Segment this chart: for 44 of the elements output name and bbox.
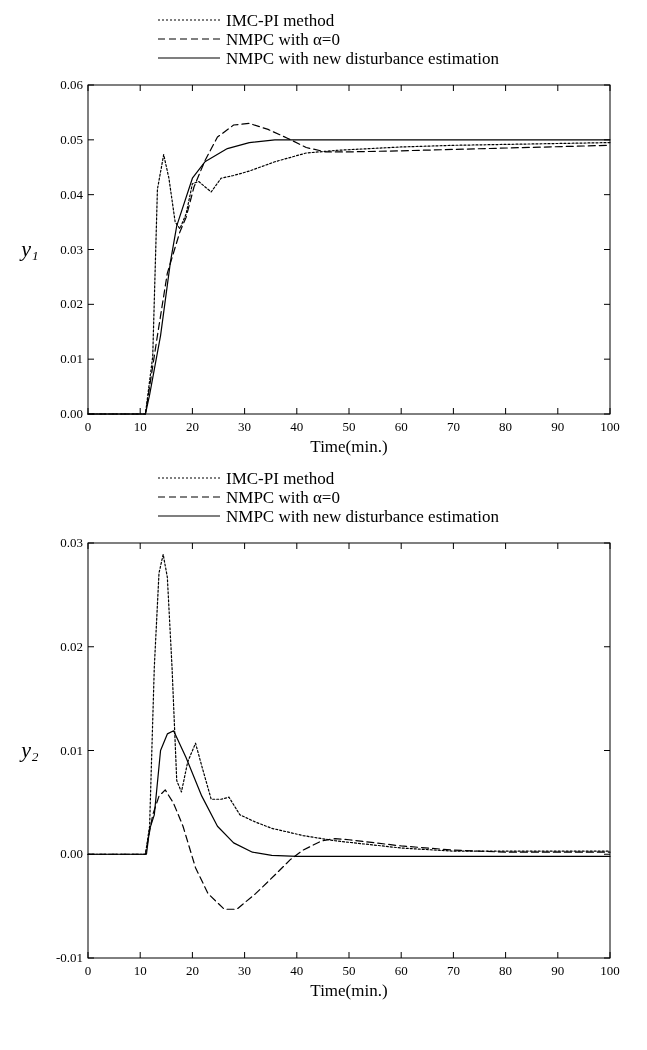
- y-axis-title: y₂: [19, 736, 40, 762]
- x-tick-label: 0: [84, 419, 92, 434]
- legend-label: NMPC with α=0: [226, 488, 340, 507]
- x-tick-label: 10: [133, 963, 147, 978]
- x-tick-label: 40: [290, 419, 304, 434]
- x-tick-label: 90: [551, 419, 565, 434]
- x-axis-title: Time(min.): [310, 981, 388, 1000]
- y-tick-label: 0.05: [60, 131, 83, 147]
- legend-label: IMC-PI method: [226, 11, 335, 30]
- legend-label: IMC-PI method: [226, 469, 335, 488]
- x-axis-title: Time(min.): [310, 437, 388, 456]
- x-tick-label: 40: [290, 963, 304, 978]
- x-tick-label: 100: [600, 419, 620, 434]
- x-tick-label: 60: [394, 419, 408, 434]
- x-tick-label: 100: [600, 963, 620, 978]
- x-tick-label: 30: [238, 963, 252, 978]
- y-tick-label: 0.00: [60, 846, 83, 862]
- x-tick-label: 70: [446, 963, 460, 978]
- y-tick-label: 0.02: [60, 638, 83, 654]
- y-tick-label: 0.01: [60, 351, 83, 367]
- y-tick-label: 0.06: [60, 77, 84, 92]
- x-tick-label: 90: [551, 963, 565, 978]
- y-tick-label: 0.02: [60, 296, 83, 312]
- x-tick-label: 30: [238, 419, 252, 434]
- x-tick-label: 60: [394, 963, 408, 978]
- legend-label: NMPC with α=0: [226, 30, 340, 49]
- x-tick-label: 80: [499, 963, 513, 978]
- x-tick-label: 20: [185, 963, 199, 978]
- y-axis-title: y₁: [19, 235, 39, 261]
- y-tick-label: 0.04: [60, 186, 84, 202]
- y-tick-label: 0.00: [60, 406, 83, 421]
- x-tick-label: 50: [342, 419, 356, 434]
- y-tick-label: 0.03: [60, 535, 83, 550]
- x-tick-label: 80: [499, 419, 513, 434]
- y-tick-label: 0.01: [60, 742, 83, 758]
- legend-label: NMPC with new disturbance estimation: [226, 49, 500, 68]
- y-tick-label: 0.03: [60, 241, 83, 257]
- legend-label: NMPC with new disturbance estimation: [226, 507, 500, 526]
- x-tick-label: 20: [185, 419, 199, 434]
- x-tick-label: 10: [133, 419, 147, 434]
- y-tick-label: -0.01: [55, 950, 83, 965]
- x-tick-label: 70: [446, 419, 460, 434]
- x-tick-label: 0: [84, 963, 92, 978]
- x-tick-label: 50: [342, 963, 356, 978]
